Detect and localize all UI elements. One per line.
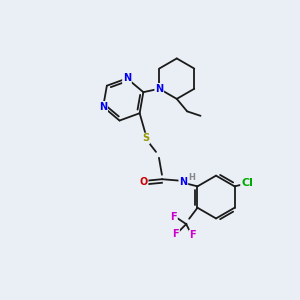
Text: Cl: Cl (241, 178, 253, 188)
Text: S: S (142, 134, 149, 143)
Text: N: N (179, 177, 188, 187)
Text: F: F (172, 230, 179, 239)
Text: F: F (170, 212, 177, 222)
Text: N: N (123, 74, 131, 83)
Text: O: O (140, 177, 148, 187)
Text: N: N (99, 102, 107, 112)
Text: H: H (188, 173, 195, 182)
Text: F: F (189, 230, 196, 240)
Text: N: N (155, 84, 163, 94)
